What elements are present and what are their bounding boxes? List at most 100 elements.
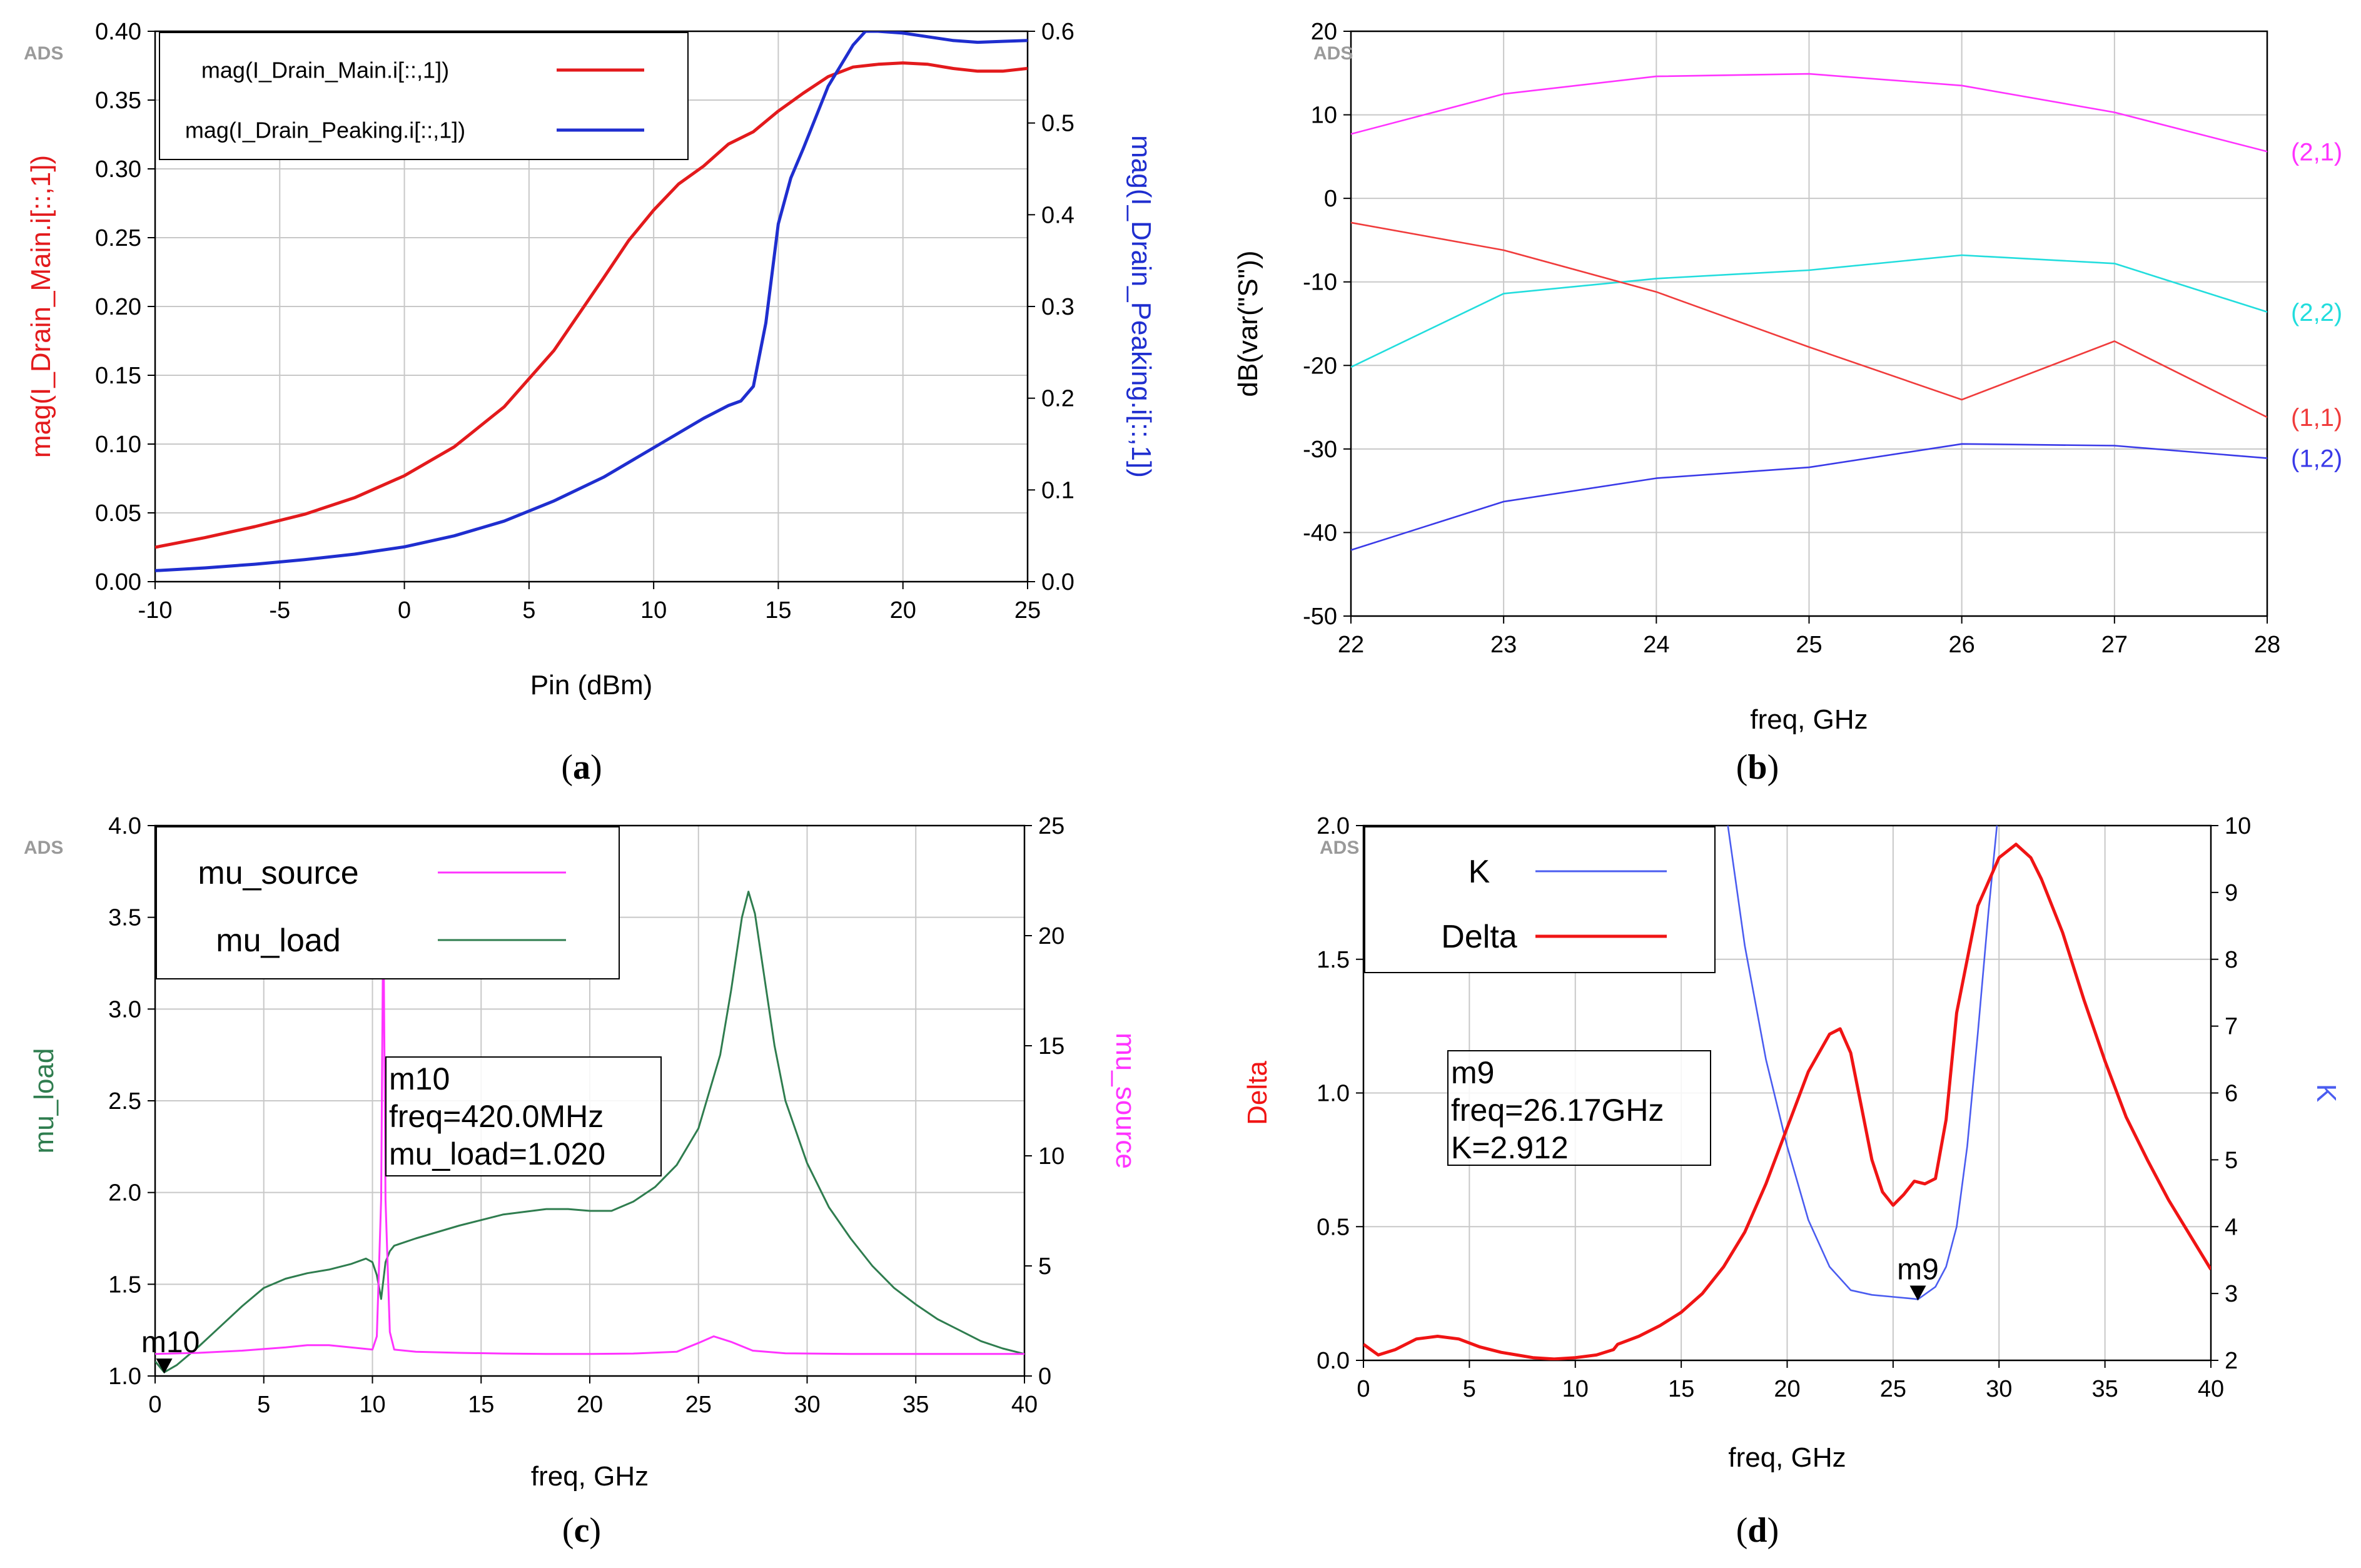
- series-group: [155, 891, 1024, 1373]
- y-left-axis-label: mu_load: [29, 1048, 59, 1154]
- y-tick-label: 1.5: [108, 1272, 141, 1298]
- series-line-1-2: [1351, 443, 2267, 551]
- x-tick-label: 22: [1338, 632, 1364, 658]
- y-right-axis-label: K: [2311, 1084, 2342, 1102]
- ads-watermark: ADS: [24, 837, 63, 858]
- plot-frame: [154, 824, 1026, 1377]
- y-right-tick-label: 9: [2225, 880, 2238, 906]
- y-right-tick-label: 25: [1038, 813, 1064, 839]
- x-tick-label: 20: [577, 1392, 603, 1418]
- marker-triangle: [1909, 1285, 1926, 1301]
- y-right-tick-label: 3: [2225, 1281, 2238, 1307]
- x-axis-label: freq, GHz: [1728, 1442, 1846, 1473]
- x-tick-label: -10: [138, 597, 173, 624]
- y-right-tick-label: 0.4: [1041, 202, 1074, 228]
- y-tick-label: 3.0: [108, 996, 141, 1023]
- x-axis-label: freq, GHz: [1750, 704, 1868, 735]
- y-tick-label: 0.20: [95, 294, 141, 320]
- y-right-tick-label: 10: [1038, 1143, 1064, 1170]
- ads-watermark: ADS: [1313, 43, 1353, 64]
- caption-paren: ): [590, 748, 602, 787]
- legend-label: Delta: [1441, 919, 1517, 955]
- x-tick-label: 30: [794, 1392, 820, 1418]
- caption-paren: (: [561, 748, 573, 787]
- x-tick-label: 10: [640, 597, 667, 624]
- caption-letter: d: [1747, 1511, 1767, 1550]
- y-tick-label: 0.40: [95, 19, 141, 45]
- x-tick-label: 25: [685, 1392, 712, 1418]
- y-tick-label: -50: [1303, 604, 1337, 630]
- series-line-mu-source: [155, 901, 1024, 1355]
- caption-paren: (: [562, 1511, 574, 1550]
- series-line-k: [1727, 826, 1998, 1300]
- y-right-axis-label: mag(I_Drain_Peaking.i[::,1]): [1126, 135, 1156, 478]
- legend-label: mu_source: [198, 855, 358, 891]
- caption-paren: ): [589, 1511, 601, 1550]
- y-tick-label: 0.05: [95, 500, 141, 527]
- series-line-1-1: [1351, 221, 2267, 418]
- marker-readout-line: freq=26.17GHz: [1451, 1093, 1664, 1128]
- series-end-label: (1,1): [2291, 404, 2342, 432]
- y-right-tick-label: 2: [2225, 1348, 2238, 1374]
- legend-label: mag(I_Drain_Main.i[::,1]): [201, 58, 449, 83]
- series-group: [1363, 826, 2211, 1360]
- caption-paren: (: [1736, 748, 1748, 787]
- legend-box: [159, 32, 689, 160]
- series-line-2-1: [1351, 73, 2267, 153]
- y-right-tick-label: 6: [2225, 1081, 2238, 1107]
- legend-box: [1364, 826, 1716, 973]
- marker-readout-line: m9: [1451, 1055, 1494, 1090]
- y-right-tick-label: 0.6: [1041, 19, 1074, 45]
- plot-frame: [1362, 824, 2212, 1362]
- series-end-label: (2,2): [2291, 299, 2342, 326]
- y-right-tick-label: 0: [1038, 1363, 1051, 1390]
- y-right-tick-label: 0.3: [1041, 294, 1074, 320]
- marker-name-label: m9: [1897, 1253, 1939, 1287]
- series-line-mag-i-drain-peaking-i-1: [155, 31, 1028, 572]
- y-axis-label: dB(var("S")): [1233, 250, 1263, 397]
- x-tick-label: 0: [148, 1392, 161, 1418]
- x-tick-label: 0: [398, 597, 411, 624]
- series-line-mag-i-drain-main-i-1: [155, 61, 1028, 549]
- y-tick-label: 0.5: [1317, 1214, 1350, 1240]
- panel-caption: (b): [1736, 748, 1779, 787]
- x-tick-label: 25: [1796, 632, 1822, 658]
- y-right-tick-label: 4: [2225, 1214, 2238, 1240]
- y-right-tick-label: 20: [1038, 923, 1064, 949]
- caption-letter: c: [574, 1511, 590, 1550]
- series-line-delta: [1363, 842, 2211, 1360]
- y-right-tick-label: 0.1: [1041, 477, 1074, 503]
- x-tick-label: 10: [359, 1392, 385, 1418]
- panel-caption: (c): [562, 1511, 601, 1550]
- series-end-label: (2,1): [2291, 138, 2342, 166]
- caption-paren: ): [1767, 748, 1779, 787]
- y-tick-label: 0.15: [95, 363, 141, 389]
- x-tick-label: 15: [765, 597, 791, 624]
- marker-readout-box: [1447, 1050, 1711, 1166]
- y-tick-label: 2.0: [108, 1180, 141, 1206]
- x-tick-label: 30: [1986, 1376, 2012, 1402]
- panel-caption: (d): [1736, 1511, 1779, 1550]
- legend-box: [156, 826, 620, 979]
- y-tick-label: 0.25: [95, 225, 141, 251]
- x-tick-label: 20: [890, 597, 916, 624]
- x-axis-label: freq, GHz: [531, 1461, 649, 1492]
- series-group: [155, 31, 1028, 572]
- y-tick-label: 10: [1311, 103, 1337, 129]
- y-right-tick-label: 0.2: [1041, 386, 1074, 412]
- y-left-axis-label: mag(I_Drain_Main.i[::,1]): [26, 155, 56, 458]
- y-tick-label: 0.10: [95, 432, 141, 458]
- series-line-2-2: [1351, 254, 2267, 368]
- series-group: [1351, 73, 2267, 551]
- y-right-tick-label: 15: [1038, 1033, 1064, 1060]
- marker-readout-line: m10: [389, 1061, 450, 1096]
- y-tick-label: 0.35: [95, 88, 141, 114]
- legend-label: mag(I_Drain_Peaking.i[::,1]): [185, 118, 465, 143]
- caption-paren: ): [1767, 1511, 1779, 1550]
- marker-readout-line: freq=420.0MHz: [389, 1099, 604, 1134]
- y-tick-label: 2.5: [108, 1088, 141, 1115]
- marker-readout-line: mu_load=1.020: [389, 1136, 605, 1171]
- y-tick-label: 1.5: [1317, 947, 1350, 973]
